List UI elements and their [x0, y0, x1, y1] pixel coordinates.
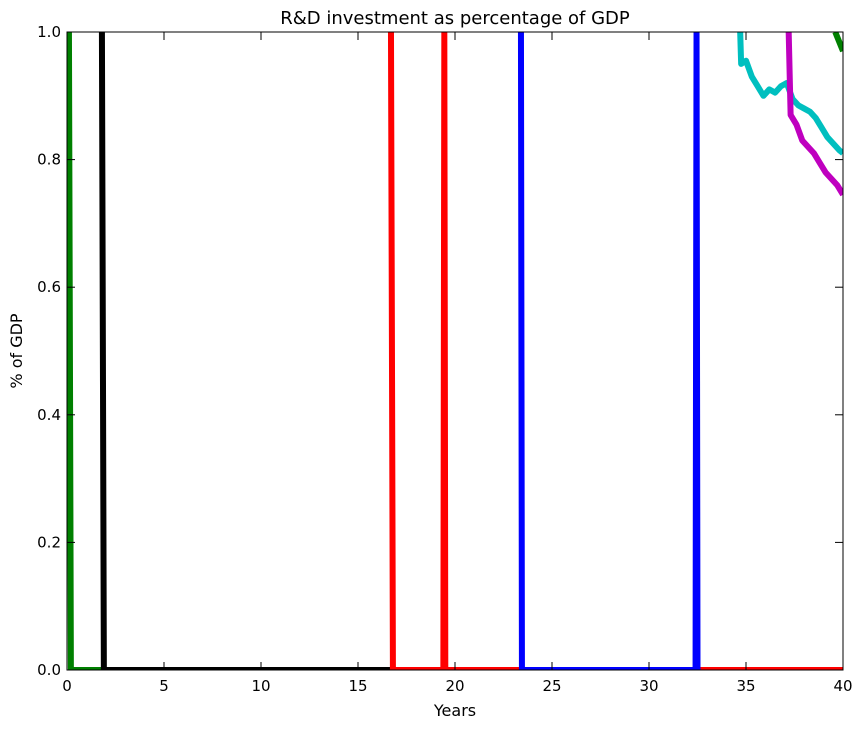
x-axis-title: Years [433, 701, 476, 720]
x-tick-label: 40 [833, 677, 852, 695]
plot-frame [66, 31, 844, 671]
x-tick-label: 15 [348, 677, 367, 695]
x-tick-label: 25 [542, 677, 561, 695]
x-tick-label: 30 [639, 677, 658, 695]
plot-area [67, 32, 843, 670]
x-tick-label: 0 [62, 677, 72, 695]
x-tick-label: 35 [736, 677, 755, 695]
series-line-1-tail [832, 32, 843, 53]
series-line-6 [785, 32, 843, 197]
y-tick-label: 0.8 [37, 151, 61, 169]
x-tick-label: 20 [445, 677, 464, 695]
chart-title: R&D investment as percentage of GDP [280, 8, 630, 29]
series-line-1 [67, 32, 106, 670]
series-line-2 [98, 32, 395, 670]
y-tick-label: 1.0 [37, 23, 61, 41]
y-axis-title: % of GDP [7, 313, 26, 389]
y-tick-label: 0.6 [37, 278, 61, 296]
y-tick-label: 0.4 [37, 406, 61, 424]
x-tick-label: 10 [251, 677, 270, 695]
series-line-4 [517, 32, 701, 670]
series-line-3 [387, 32, 843, 670]
y-tick-label: 0.2 [37, 533, 61, 551]
axis-ticks: 0 5 10 15 20 25 30 35 40 0.0 0.2 0.4 0.6 0.8 1.0 [37, 23, 852, 695]
x-tick-label: 5 [159, 677, 169, 695]
y-tick-label: 0.0 [37, 661, 61, 679]
